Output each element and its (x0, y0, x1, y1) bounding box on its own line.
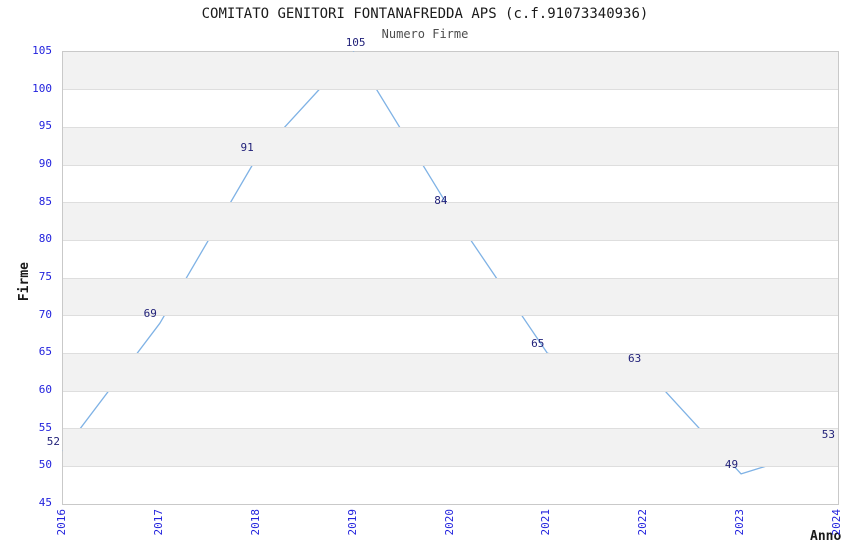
x-tick-label: 2019 (345, 509, 359, 536)
x-tick-label: 2024 (830, 509, 843, 536)
chart-title: COMITATO GENITORI FONTANAFREDDA APS (c.f… (201, 6, 649, 22)
x-axis-ticks: 2016 2017 2018 2019 2020 2021 2022 2023 2024 (55, 509, 843, 550)
x-tick-label: 2023 (733, 509, 747, 536)
y-tick-label: 80 (38, 232, 52, 246)
y-tick-label: 55 (38, 420, 52, 434)
y-axis-ticks: 45 50 55 60 65 70 75 80 85 90 95 100 105 (0, 44, 52, 509)
y-tick-label: 75 (38, 270, 52, 283)
x-tick-label: 2022 (636, 509, 650, 536)
x-tick-label: 2021 (539, 509, 553, 536)
chart-subtitle: Numero Firme (381, 27, 469, 41)
data-line (62, 51, 839, 475)
y-tick-label: 65 (38, 345, 52, 359)
plot-area: 52 69 91 105 84 65 63 49 53 (47, 37, 839, 505)
line-series-svg (62, 51, 839, 475)
data-point-label: 53 (821, 427, 835, 441)
y-tick-label: 95 (38, 119, 52, 133)
y-tick-label: 50 (38, 458, 52, 472)
data-point-label: 84 (434, 194, 448, 208)
data-point-label: 69 (143, 307, 157, 321)
x-tick-label: 2017 (151, 509, 165, 536)
y-tick-label: 45 (38, 496, 52, 509)
y-tick-label: 100 (32, 81, 52, 95)
y-tick-label: 70 (38, 307, 52, 321)
y-tick-label: 85 (38, 194, 52, 208)
data-point-label: 91 (240, 141, 254, 155)
x-tick-label: 2016 (55, 509, 68, 536)
x-axis-label: Anno (810, 529, 842, 544)
data-point-label: 65 (531, 337, 545, 351)
x-tick-label: 2018 (248, 509, 262, 536)
y-tick-label: 90 (38, 157, 52, 170)
data-point-label: 49 (724, 457, 739, 471)
y-tick-label: 60 (38, 383, 52, 396)
y-tick-label: 105 (32, 44, 52, 57)
x-tick-label: 2020 (442, 509, 456, 536)
data-point-label: 105 (345, 36, 366, 49)
data-point-label: 63 (628, 352, 642, 366)
data-point-label: 52 (46, 435, 60, 449)
